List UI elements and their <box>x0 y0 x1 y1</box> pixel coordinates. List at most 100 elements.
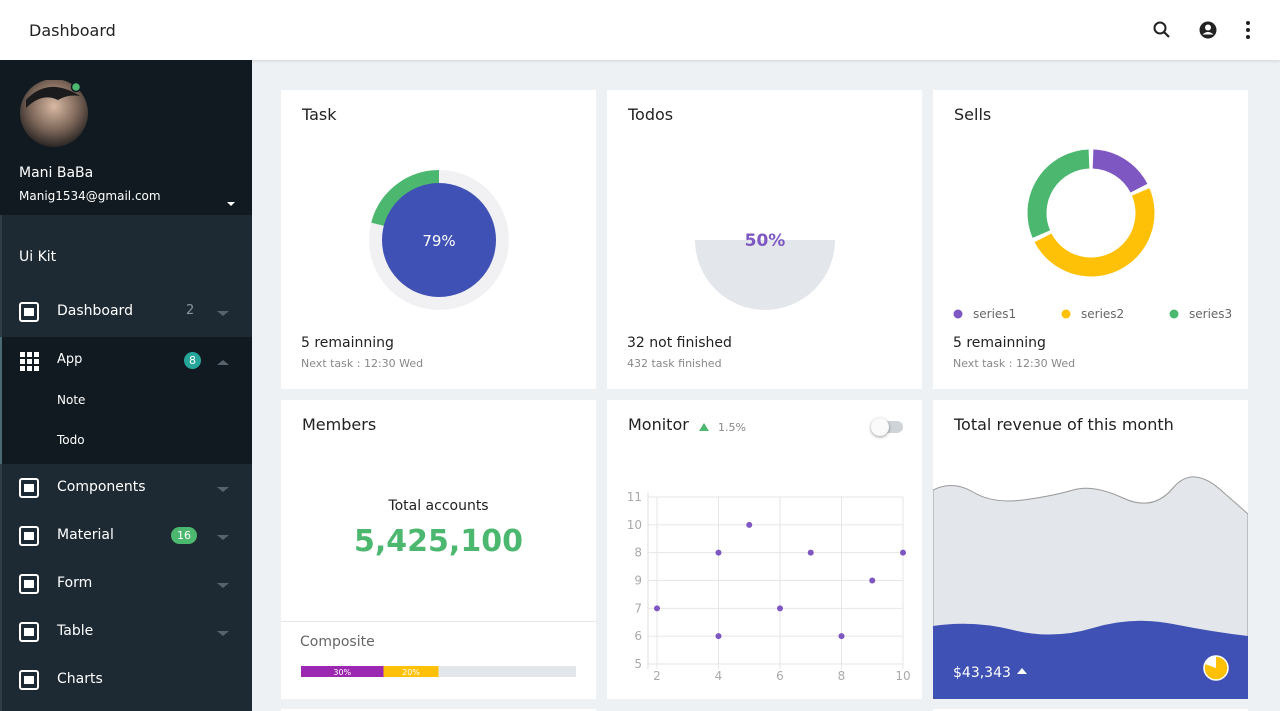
monitor-card: Monitor 1.5% 5 6 7 9 8 10 11 2 4 6 8 10 <box>607 400 922 699</box>
icon-shape <box>19 526 39 546</box>
user-email: Manig1534@gmail.com <box>19 189 161 203</box>
profile-dropdown[interactable] <box>227 202 235 206</box>
donut-value <box>382 183 496 297</box>
icon-cell <box>27 366 32 371</box>
menu-icon <box>19 526 39 546</box>
chart: 79% <box>369 170 509 310</box>
segment-label: 20% <box>402 668 420 677</box>
point <box>777 605 783 612</box>
legend-dot <box>1169 309 1179 319</box>
y-tick-label: 10 <box>627 518 642 532</box>
card-edge <box>933 709 1248 711</box>
header-icons <box>1153 21 1250 39</box>
todos-card: Todos 32 not finished 432 task finished … <box>607 90 922 389</box>
icon-cell <box>34 366 39 371</box>
menu-icon <box>19 622 39 642</box>
chevron <box>217 631 229 636</box>
icon-cell <box>24 484 34 492</box>
icon-cell <box>24 308 34 316</box>
icon-cell <box>24 628 34 636</box>
menu-icon <box>19 670 39 690</box>
chart: series1 series2 series3 <box>953 149 1232 321</box>
task-card: Task 5 remainning Next task : 12:30 Wed … <box>281 90 596 389</box>
bar-segment <box>383 666 439 677</box>
menu-item[interactable]: Table <box>57 623 94 639</box>
icon-shape <box>19 302 39 322</box>
y-tick-label: 11 <box>627 490 642 504</box>
card-sub: Next task : 12:30 Wed <box>301 357 424 370</box>
section-label: Ui Kit <box>19 249 57 265</box>
menu-item[interactable]: Dashboard <box>57 303 133 319</box>
point <box>869 577 876 584</box>
more-icon[interactable] <box>1246 21 1250 39</box>
members-label: Total accounts <box>388 498 489 514</box>
y-tick-label: 8 <box>634 546 642 560</box>
toggle-knob <box>871 418 889 436</box>
header-title: Dashboard <box>29 21 116 40</box>
menu-item[interactable]: Material <box>57 527 114 543</box>
members-total: 5,425,100 <box>354 524 523 559</box>
profile: Mani BaBa Manig1534@gmail.com <box>0 60 252 215</box>
chevron <box>217 583 229 588</box>
y-tick-label: 7 <box>634 601 642 615</box>
account-icon[interactable] <box>1199 21 1217 39</box>
card-title: Todos <box>628 105 674 124</box>
card-footer: 5 remainning <box>953 335 1046 351</box>
half-pie <box>695 240 835 310</box>
menu-item[interactable]: Form <box>57 575 93 591</box>
icon-shape <box>19 574 39 594</box>
x-tick-label: 4 <box>715 669 723 683</box>
card-title: Task <box>302 105 337 124</box>
card-footer: 32 not finished <box>627 335 732 351</box>
change-arrow <box>699 423 709 431</box>
y-tick-label: 9 <box>634 574 642 588</box>
y-tick-label: 5 <box>634 657 642 671</box>
point <box>654 605 660 612</box>
header: Dashboard <box>0 0 1280 60</box>
app-submenu-bg <box>0 337 252 464</box>
submenu-item[interactable]: Note <box>57 393 86 407</box>
revenue-card: Total revenue of this month $43,343 <box>933 400 1248 699</box>
card-title: Monitor <box>628 415 689 434</box>
divider <box>281 621 596 622</box>
chevron <box>217 311 229 316</box>
ring-segment <box>1092 149 1148 193</box>
change: 1.5% <box>718 421 746 434</box>
toggle[interactable] <box>871 418 903 436</box>
search-icon[interactable] <box>1153 21 1170 38</box>
user-name: Mani BaBa <box>19 165 94 181</box>
revenue-amount: $43,343 <box>953 665 1011 681</box>
menu-badge: 2 <box>186 303 195 318</box>
sells-card: Sells 5 remainning Next task : 12:30 Wed… <box>933 90 1248 389</box>
legend-dot <box>953 309 963 319</box>
icon-cell <box>27 352 32 357</box>
chart: 50% <box>695 231 835 310</box>
point <box>807 549 814 556</box>
point <box>715 549 722 556</box>
y-tick-label: 6 <box>634 629 642 643</box>
donut-rest <box>371 170 440 227</box>
menu-item[interactable]: App <box>57 352 83 367</box>
menu-item[interactable]: Charts <box>57 671 103 687</box>
avatar[interactable] <box>18 80 88 150</box>
icon-shape <box>19 670 39 690</box>
icon-cell <box>20 366 25 371</box>
chart: 5 6 7 9 8 10 11 2 4 6 8 10 <box>627 490 911 683</box>
menu-badge: 8 <box>184 352 201 369</box>
legend-label: series2 <box>1081 307 1124 321</box>
card-sub: Next task : 12:30 Wed <box>953 357 1076 370</box>
chevron <box>217 487 229 492</box>
chevron <box>217 360 229 365</box>
submenu-item[interactable]: Todo <box>57 433 85 447</box>
icon-cell <box>24 532 34 540</box>
sidebar: Mani BaBa Manig1534@gmail.com Ui Kit Das… <box>0 60 252 711</box>
icon-cell <box>34 359 39 364</box>
icon-cell <box>34 352 39 357</box>
icon-shape <box>19 622 39 642</box>
menu-item[interactable]: Components <box>57 479 146 495</box>
legend-dot <box>1061 309 1071 319</box>
menu-icon <box>20 352 39 371</box>
card-title: Sells <box>954 105 992 124</box>
chart: 30% 20% <box>301 666 576 677</box>
